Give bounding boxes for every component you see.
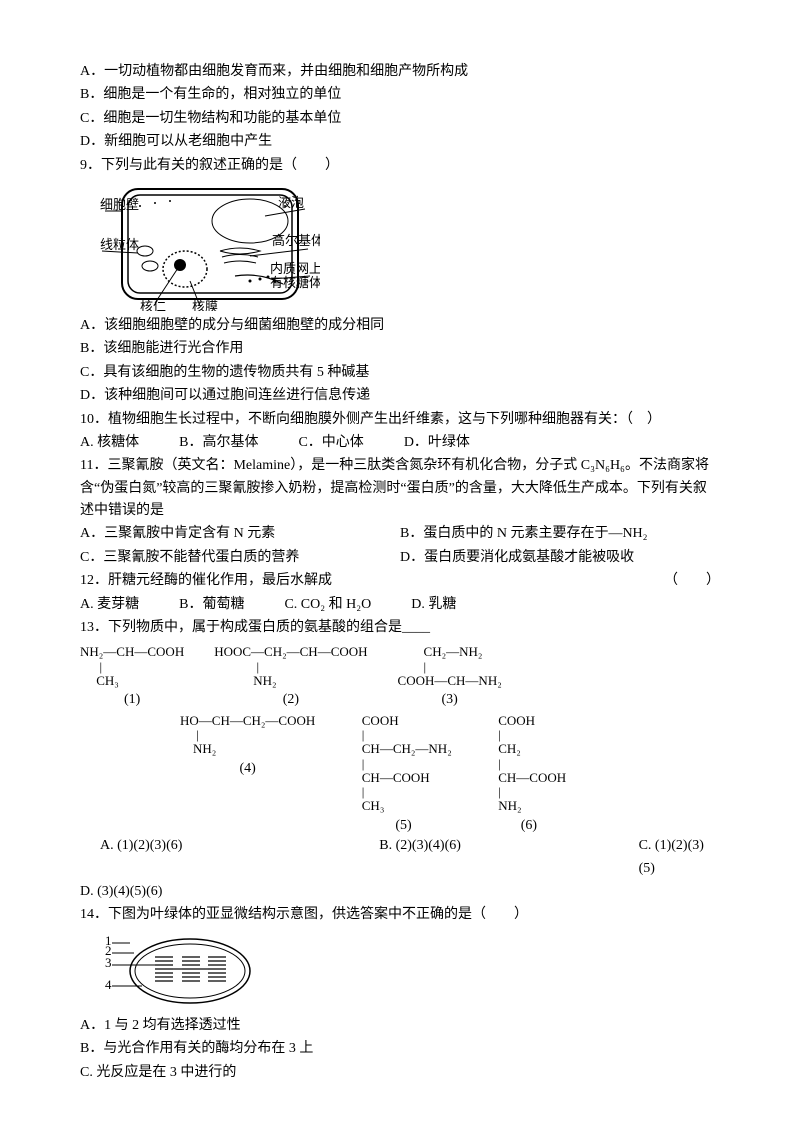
q14-opt-a: A．1 与 2 均有选择透过性 bbox=[80, 1015, 720, 1037]
q12-c: C. CO₂ 和 H₂O bbox=[284, 594, 371, 616]
svg-text:4: 4 bbox=[105, 977, 112, 992]
q10-options: A. 核糖体 B．高尔基体 C．中心体 D．叶绿体 bbox=[80, 432, 720, 454]
amino-4: HO—CH—CH₂—COOH | NH₂(4) bbox=[180, 714, 315, 776]
q11-b: B．蛋白质中的 N 元素主要存在于—NH₂ bbox=[400, 523, 648, 545]
amino-row-1: NH₂—CH—COOH | CH₃(1) HOOC—CH₂—CH—COOH | … bbox=[80, 645, 720, 707]
q13-a: A. (1)(2)(3)(6) bbox=[100, 835, 379, 880]
amino-5: COOH | CH—CH₂—NH₂ | CH—COOH | CH₃(5) bbox=[355, 714, 451, 833]
q10-stem: 10．植物细胞生长过程中，不断向细胞膜外侧产生出纤维素，这与下列哪种细胞器有关：… bbox=[80, 409, 720, 431]
q8-opt-d: D．新细胞可以从老细胞中产生 bbox=[80, 131, 720, 153]
q9-opt-b: B．该细胞能进行光合作用 bbox=[80, 338, 720, 360]
q9-opt-c: C．具有该细胞的生物的遗传物质共有 5 种碱基 bbox=[80, 362, 720, 384]
q12-b: B．葡萄糖 bbox=[179, 594, 244, 616]
label-er: 内质网上 bbox=[270, 261, 320, 276]
q13-b: B. (2)(3)(4)(6) bbox=[379, 835, 638, 880]
cell-diagram: 细胞壁 线粒体 核仁 核膜 液泡 高尔基体 内质网上 有核糖体 bbox=[100, 181, 320, 311]
label-mito: 线粒体 bbox=[100, 237, 139, 252]
label-vac: 液泡 bbox=[278, 195, 304, 210]
q8-opt-c: C．细胞是一切生物结构和功能的基本单位 bbox=[80, 108, 720, 130]
q10-a: A. 核糖体 bbox=[80, 432, 139, 454]
q11-c: C．三聚氰胺不能替代蛋白质的营养 bbox=[80, 547, 400, 569]
q10-d: D．叶绿体 bbox=[404, 432, 470, 454]
q12-stem: 12．肝糖元经酶的催化作用，最后水解成 bbox=[80, 570, 332, 592]
q14-opt-c: C. 光反应是在 3 中进行的 bbox=[80, 1062, 720, 1084]
amino-6: COOH | CH₂ | CH—COOH | NH₂(6) bbox=[492, 714, 566, 833]
q14-stem: 14．下图为叶绿体的亚显微结构示意图，供选答案中不正确的是（ ） bbox=[80, 904, 720, 926]
amino-1: NH₂—CH—COOH | CH₃(1) bbox=[80, 645, 184, 707]
label-golgi: 高尔基体 bbox=[272, 233, 320, 248]
q9-opt-a: A．该细胞细胞壁的成分与细菌细胞壁的成分相同 bbox=[80, 315, 720, 337]
q9-stem: 9．下列与此有关的叙述正确的是（ ） bbox=[80, 155, 720, 177]
q8-opt-b: B．细胞是一个有生命的，相对独立的单位 bbox=[80, 84, 720, 106]
q11-stem: 11．三聚氰胺（英文名：Melamine），是一种三肽类含氮杂环有机化合物，分子… bbox=[80, 455, 720, 522]
q11-d: D．蛋白质要消化成氨基酸才能被吸收 bbox=[400, 547, 634, 569]
q9-opt-d: D．该种细胞间可以通过胞间连丝进行信息传递 bbox=[80, 385, 720, 407]
label-nucmem: 核膜 bbox=[192, 299, 218, 311]
chloroplast-diagram: 1 2 3 4 bbox=[100, 931, 260, 1011]
q12-d: D. 乳糖 bbox=[411, 594, 456, 616]
q10-b: B．高尔基体 bbox=[179, 432, 258, 454]
amino-3: CH₂—NH₂ | COOH—CH—NH₂(3) bbox=[398, 645, 502, 707]
label-ribo: 有核糖体 bbox=[270, 275, 320, 290]
q11-a: A．三聚氰胺中肯定含有 N 元素 bbox=[80, 523, 400, 545]
q12-options: A. 麦芽糖 B．葡萄糖 C. CO₂ 和 H₂O D. 乳糖 bbox=[80, 594, 720, 616]
q10-c: C．中心体 bbox=[298, 432, 363, 454]
amino-2: HOOC—CH₂—CH—COOH | NH₂(2) bbox=[214, 645, 367, 707]
q13-stem: 13．下列物质中，属于构成蛋白质的氨基酸的组合是____ bbox=[80, 617, 720, 639]
q8-opt-a: A．一切动植物都由细胞发育而来，并由细胞和细胞产物所构成 bbox=[80, 61, 720, 83]
q12-a: A. 麦芽糖 bbox=[80, 594, 139, 616]
label-nucleolus: 核仁 bbox=[140, 299, 166, 311]
q13-options-row1: A. (1)(2)(3)(6) B. (2)(3)(4)(6) C. (1)(2… bbox=[80, 835, 720, 880]
svg-text:3: 3 bbox=[105, 955, 112, 970]
label-wall: 细胞壁 bbox=[100, 197, 139, 212]
amino-row-2: HO—CH—CH₂—COOH | NH₂(4) COOH | CH—CH₂—NH… bbox=[80, 714, 720, 833]
q13-c: C. (1)(2)(3)(5) bbox=[639, 835, 720, 880]
q13-d: D. (3)(4)(5)(6) bbox=[80, 881, 720, 903]
q14-opt-b: B．与光合作用有关的酶均分布在 3 上 bbox=[80, 1038, 720, 1060]
q12-paren: （ ） bbox=[664, 570, 720, 592]
